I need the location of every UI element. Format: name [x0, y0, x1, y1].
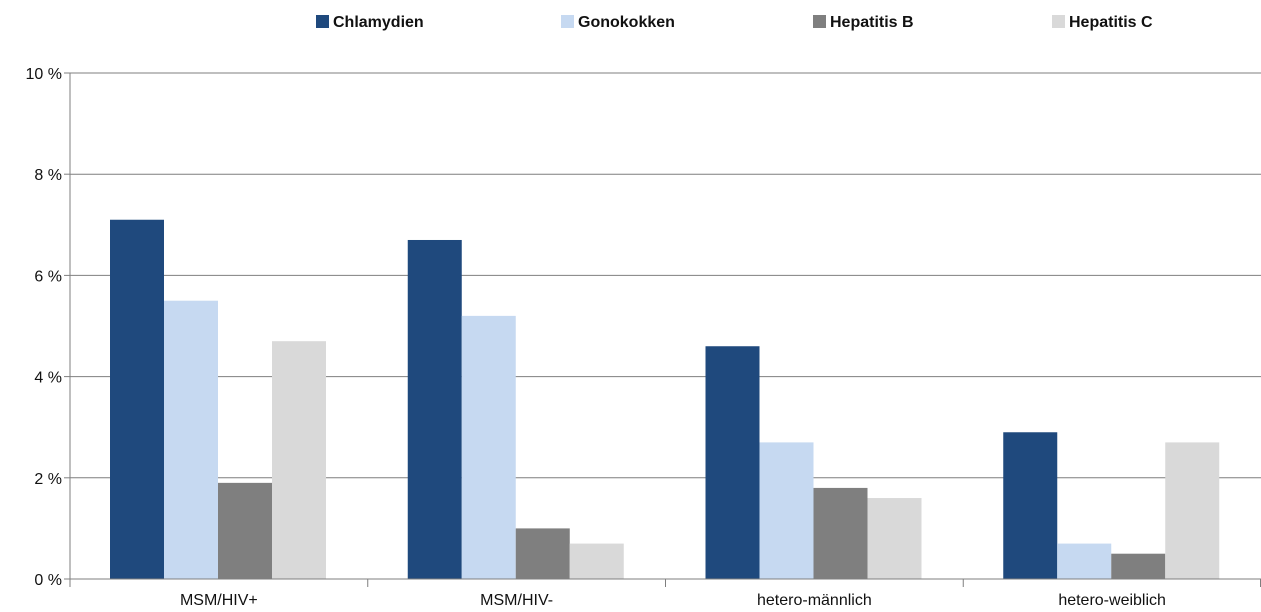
legend-item-hepatitis-c: Hepatitis C — [1052, 14, 1153, 31]
category-label: hetero-weiblich — [1058, 592, 1166, 609]
legend-label: Chlamydien — [333, 14, 424, 31]
bar-gonokokken — [461, 315, 516, 579]
legend-swatch — [813, 15, 826, 28]
legend-label: Gonokokken — [578, 14, 675, 31]
x-axis: MSM/HIV+ MSM/HIV-hetero-männlich hetero-we… — [69, 578, 1261, 609]
legend-item-hepatitis-b: Hepatitis B — [813, 14, 914, 31]
legend-label: Hepatitis B — [830, 14, 914, 31]
bars — [110, 219, 1220, 580]
bar-gonokokken — [759, 442, 814, 579]
gridlines — [70, 72, 1261, 479]
bar-chlamydien — [1003, 432, 1058, 579]
category-label: MSM/HIV- — [480, 592, 553, 609]
y-tick-label: 4 % — [34, 370, 62, 387]
y-tick-label: 0 % — [34, 572, 62, 589]
bar-hepatitis-c — [1165, 442, 1220, 579]
bar-hepatitis-b — [1111, 553, 1166, 579]
bar-hepatitis-c — [569, 543, 624, 579]
bar-hepatitis-c — [867, 498, 922, 579]
category-label: hetero-männlich — [757, 592, 872, 609]
legend-item-chlamydien: Chlamydien — [316, 14, 424, 31]
category-label: MSM/HIV+ — [180, 592, 258, 609]
bar-hepatitis-b — [813, 487, 868, 579]
legend-swatch — [1052, 15, 1065, 28]
legend-item-gonokokken: Gonokokken — [561, 14, 675, 31]
y-tick-label: 10 % — [26, 66, 62, 83]
y-tick-label: 6 % — [34, 268, 62, 285]
legend: Chlamydien Gonokokken Hepatitis B Hepatitis… — [316, 14, 1153, 31]
bar-hepatitis-b — [515, 528, 570, 579]
bar-chlamydien — [110, 219, 164, 580]
y-tick-label: 8 % — [34, 167, 62, 184]
legend-swatch — [316, 15, 329, 28]
bar-chlamydien — [407, 239, 462, 580]
bar-gonokokken — [164, 300, 218, 579]
legend-label: Hepatitis C — [1069, 14, 1153, 31]
bar-gonokokken — [1057, 543, 1112, 579]
y-tick-label: 2 % — [34, 471, 62, 488]
bar-chlamydien — [705, 346, 760, 579]
y-axis: 0 % 2 % 4 % 6 % 8 % 10 % — [26, 66, 71, 589]
bar-hepatitis-b — [218, 482, 272, 579]
legend-swatch — [561, 15, 574, 28]
bar-hepatitis-c — [272, 341, 326, 579]
